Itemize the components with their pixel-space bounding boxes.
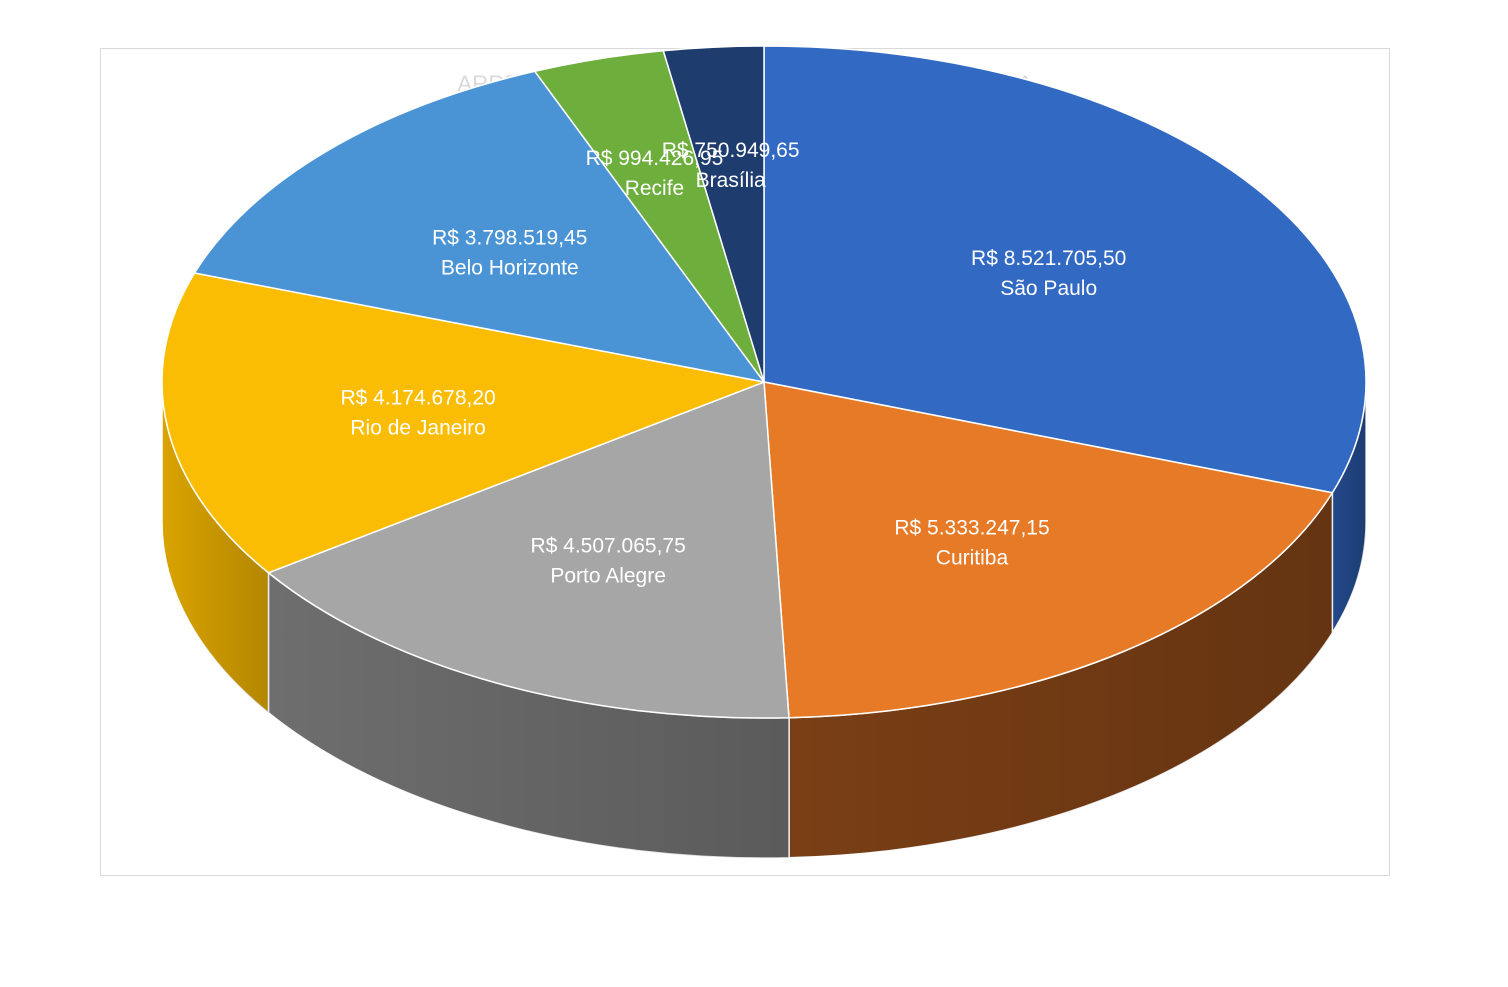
slice-porto-alegre [267,381,790,719]
label-brasilia-value: R$ 750.949,65 [662,139,800,162]
label-belo-horizonte-name: Belo Horizonte [441,256,579,279]
slice-curitiba [763,381,1334,719]
label-curitiba-name: Curitiba [936,547,1009,570]
label-recife-value: R$ 994.426,95 [586,147,724,170]
label-porto-alegre-name: Porto Alegre [550,564,666,587]
label-sao-paulo-value: R$ 8.521.705,50 [971,247,1126,270]
slice-sao-paulo [763,45,1367,494]
slice-brasilia [662,45,765,383]
slice-belo-horizonte [193,70,765,383]
label-porto-alegre-value: R$ 4.507.065,75 [530,534,685,557]
side-porto-alegre-shade [268,572,789,859]
label-belo-horizonte-value: R$ 3.798.519,45 [432,226,587,249]
slice-rio-de-janeiro [161,272,765,574]
label-curitiba-value: R$ 5.333.247,15 [894,517,1049,540]
label-rio-de-janeiro-name: Rio de Janeiro [350,417,485,440]
label-sao-paulo-name: São Paulo [1000,277,1097,300]
label-brasilia-name: Brasília [696,169,766,192]
side-curitiba-shade [788,492,1333,858]
side-sao-paulo-shade [1332,382,1366,633]
label-rio-de-janeiro-value: R$ 4.174.678,20 [340,387,495,410]
label-recife-name: Recife [625,177,685,200]
side-rio-de-janeiro-shade [162,382,269,713]
